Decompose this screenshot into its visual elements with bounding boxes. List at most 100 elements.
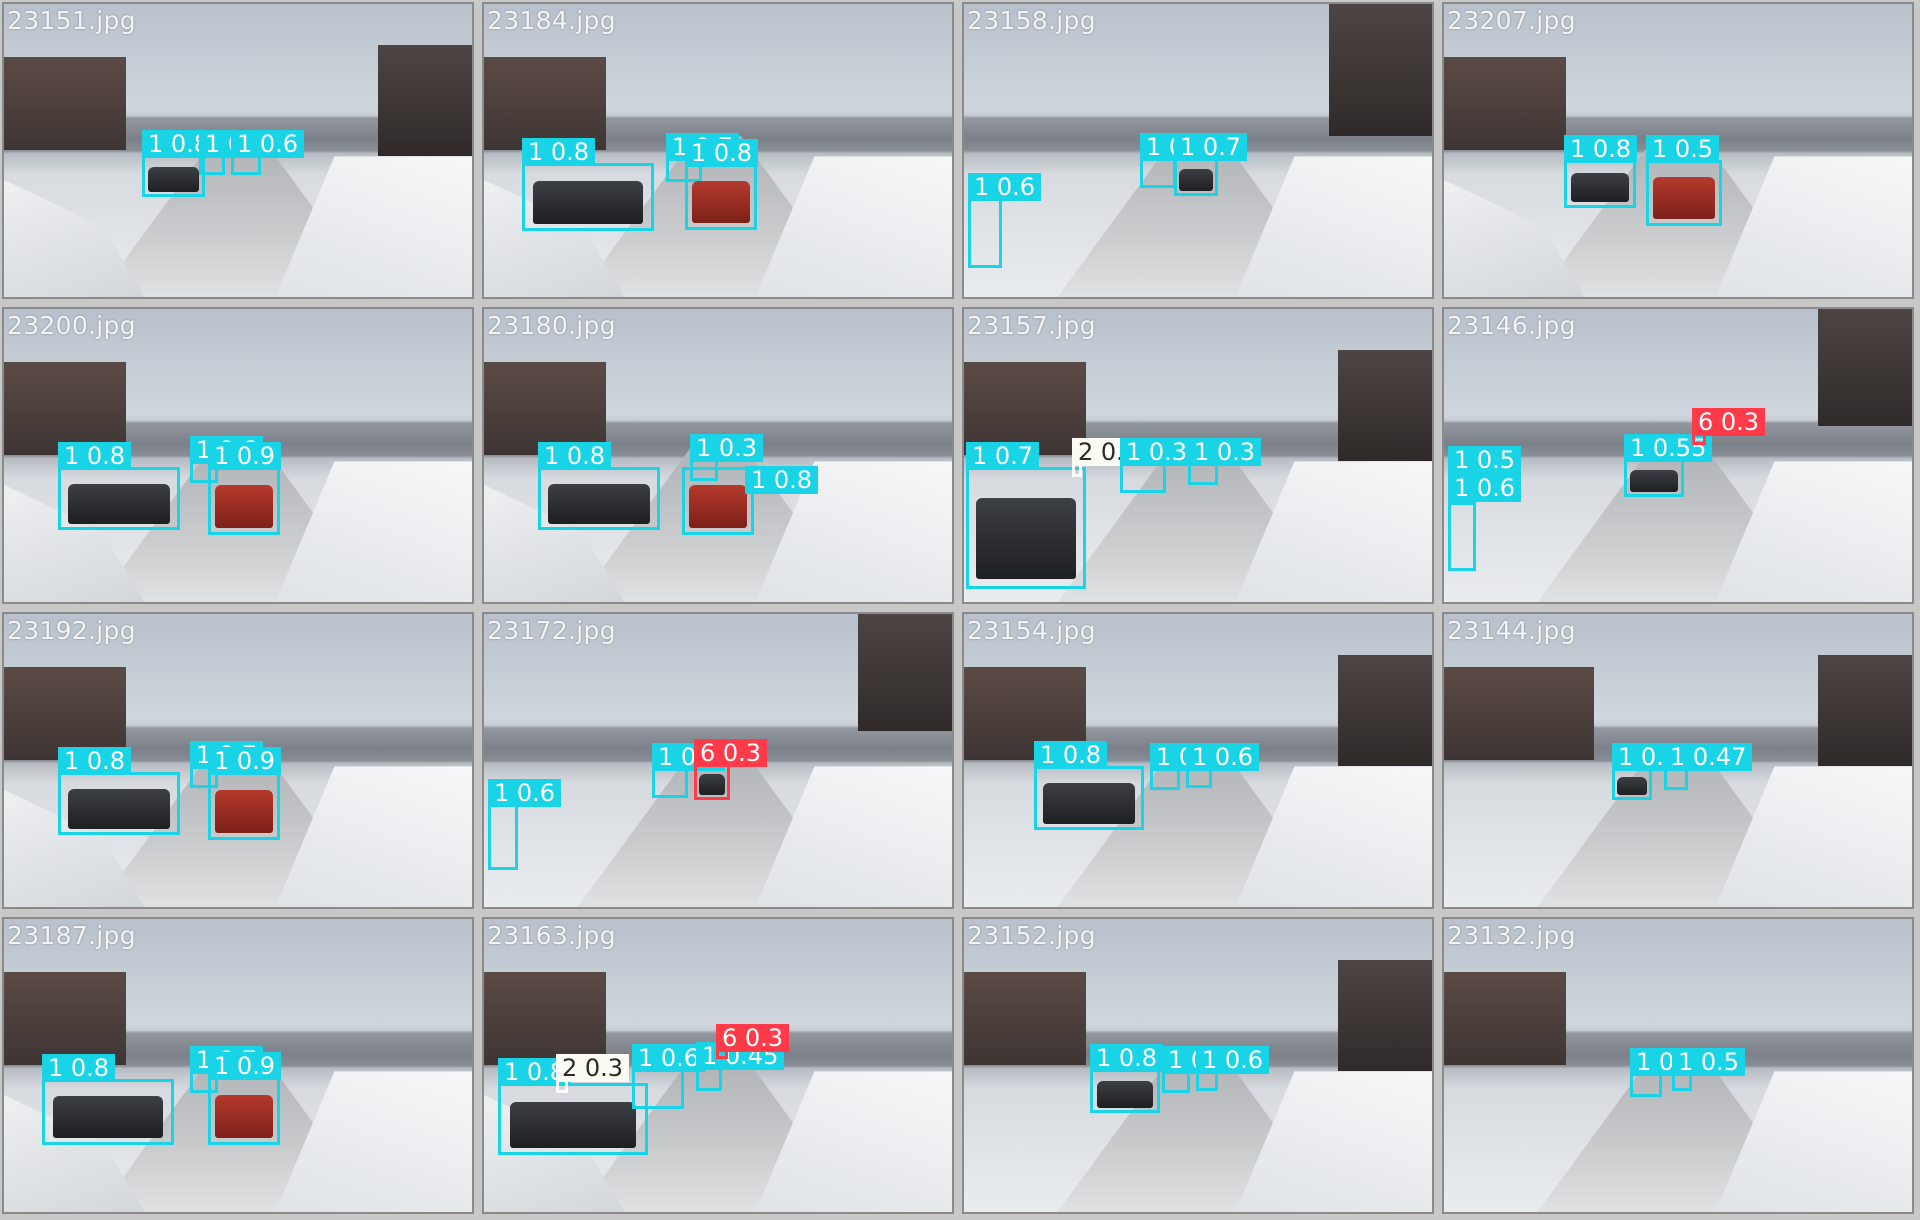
detection-box: 1 0.8 xyxy=(58,442,180,530)
detection-box: 1 0.8 xyxy=(142,130,216,197)
vehicle xyxy=(67,788,171,829)
scene-snowbank xyxy=(755,1071,952,1212)
scene-snowbank xyxy=(1715,156,1912,297)
detection-box: 1 0.45 xyxy=(696,1042,785,1091)
detection-box: 1 0.9 xyxy=(208,442,282,535)
image-tile: 23151.jpg 1 0.8 1 0.7 1 0.6 xyxy=(2,2,474,299)
detection-label: 1 0.8 xyxy=(538,442,612,470)
image-tile: 23158.jpg 1 0.6 1 0.6 1 0.7 xyxy=(962,2,1434,299)
detection-box: 1 0.8 xyxy=(538,442,660,530)
detection-label: 1 0.7 xyxy=(966,442,1040,470)
image-tile: 23154.jpg 1 0.8 1 0.6 1 0.6 xyxy=(962,612,1434,909)
detection-label: 1 0.6 xyxy=(1448,474,1522,502)
detection-box: 1 0.8 xyxy=(42,1054,174,1145)
vehicle xyxy=(148,166,199,192)
image-filename: 23180.jpg xyxy=(487,311,616,340)
detection-box: 6 0.3 xyxy=(694,739,768,800)
detection-box: 1 0.7 xyxy=(966,442,1086,589)
scene-building xyxy=(1338,350,1432,462)
detection-box: 1 0.6 xyxy=(632,1044,706,1109)
image-tile: 23192.jpg 1 0.8 1 0.7 1 0.9 xyxy=(2,612,474,909)
scene-snowbank xyxy=(1715,1071,1912,1212)
detection-box: 1 0.5 xyxy=(1646,135,1722,226)
image-filename: 23172.jpg xyxy=(487,616,616,645)
scene-snowbank xyxy=(755,156,952,297)
scene-building xyxy=(858,614,952,732)
vehicle xyxy=(1043,782,1135,824)
image-filename: 23184.jpg xyxy=(487,6,616,35)
scene-building xyxy=(378,45,472,157)
detection-label: 2 0.3 xyxy=(556,1054,630,1082)
vehicle xyxy=(1179,168,1213,192)
detection-box: 1 0.6 xyxy=(1150,743,1224,790)
detection-box: 1 0.9 xyxy=(208,1052,282,1145)
detection-box: 1 0.55 xyxy=(1624,434,1713,497)
detection-box: 1 0.4 xyxy=(1612,743,1686,800)
vehicle xyxy=(1630,469,1678,493)
detection-label: 1 0.9 xyxy=(208,1052,282,1080)
detection-box: 1 0.6 xyxy=(968,173,1042,268)
vehicle xyxy=(1617,777,1647,796)
detection-label: 1 0.7 xyxy=(1174,133,1248,161)
detection-box: 1 0.6 xyxy=(231,130,305,175)
detection-label: 1 0.47 xyxy=(1664,743,1753,771)
scene-building xyxy=(4,56,126,151)
detection-box: 6 0.3 xyxy=(1692,408,1766,445)
detection-box: 1 0.8 xyxy=(685,139,759,230)
scene-building xyxy=(1444,56,1566,151)
image-filename: 23154.jpg xyxy=(967,616,1096,645)
scene-building xyxy=(4,971,126,1066)
vehicle xyxy=(532,180,644,225)
image-filename: 23158.jpg xyxy=(967,6,1096,35)
scene-building xyxy=(1338,655,1432,767)
detection-box: 1 0.7 xyxy=(199,130,273,175)
vehicle xyxy=(52,1096,164,1139)
image-tile: 23187.jpg 1 0.8 1 0.7 1 0.9 xyxy=(2,917,474,1214)
vehicle xyxy=(214,789,274,834)
detection-box: 1 0.6 xyxy=(1140,133,1214,188)
detection-label: 1 0.8 xyxy=(1034,741,1108,769)
scene-snowbank xyxy=(1235,461,1432,602)
detection-label: 1 0.9 xyxy=(208,747,282,775)
detection-label: 1 0.6 xyxy=(488,779,562,807)
image-filename: 23163.jpg xyxy=(487,921,616,950)
scene-snowbank xyxy=(1235,766,1432,907)
scene-snowbank xyxy=(755,766,952,907)
detection-label: 6 0.3 xyxy=(716,1024,790,1052)
detection-label: 1 0.8 xyxy=(42,1054,116,1082)
detection-box: 2 0.3 xyxy=(556,1054,630,1093)
scene-building xyxy=(964,361,1086,456)
detection-label: 6 0.3 xyxy=(694,739,768,767)
vehicle xyxy=(547,483,651,524)
detection-box: 1 0.5 xyxy=(1162,1046,1236,1093)
detection-box: 1 0.5 xyxy=(1672,1048,1746,1091)
detection-label: 1 0.8 xyxy=(58,747,132,775)
scene-building xyxy=(1818,309,1912,427)
scene-building xyxy=(964,971,1086,1066)
scene-snowbank xyxy=(4,179,145,297)
detection-box: 1 0.8 xyxy=(522,138,654,231)
detection-box: 1 0.6 xyxy=(1186,743,1260,788)
detection-label: 1 0.8 xyxy=(522,138,596,166)
detection-label: 1 0.9 xyxy=(208,442,282,470)
scene-building xyxy=(4,666,126,761)
image-filename: 23146.jpg xyxy=(1447,311,1576,340)
vehicle xyxy=(688,484,748,529)
scene-snowbank xyxy=(1715,766,1912,907)
detection-label: 1 0.3 xyxy=(1188,438,1262,466)
image-tile: 23157.jpg 1 0.7 2 0.3 1 0.3 1 0.3 xyxy=(962,307,1434,604)
image-filename: 23152.jpg xyxy=(967,921,1096,950)
vehicle xyxy=(691,181,751,224)
detection-label: 1 0.6 xyxy=(968,173,1042,201)
detection-box: 1 0.3 xyxy=(690,434,764,481)
image-tile: 23207.jpg 1 0.8 1 0.5 xyxy=(1442,2,1914,299)
detection-label: 1 0.8 xyxy=(685,139,759,167)
scene-building xyxy=(4,361,126,456)
detection-box: 1 0.8 xyxy=(682,466,819,535)
image-tile: 23144.jpg 1 0.4 1 0.47 xyxy=(1442,612,1914,909)
scene-building xyxy=(1444,666,1594,761)
image-tile: 23132.jpg 1 0.4 1 0.5 xyxy=(1442,917,1914,1214)
image-filename: 23192.jpg xyxy=(7,616,136,645)
scene-building xyxy=(1329,4,1432,136)
detection-label: 1 0.5 xyxy=(1448,446,1522,474)
